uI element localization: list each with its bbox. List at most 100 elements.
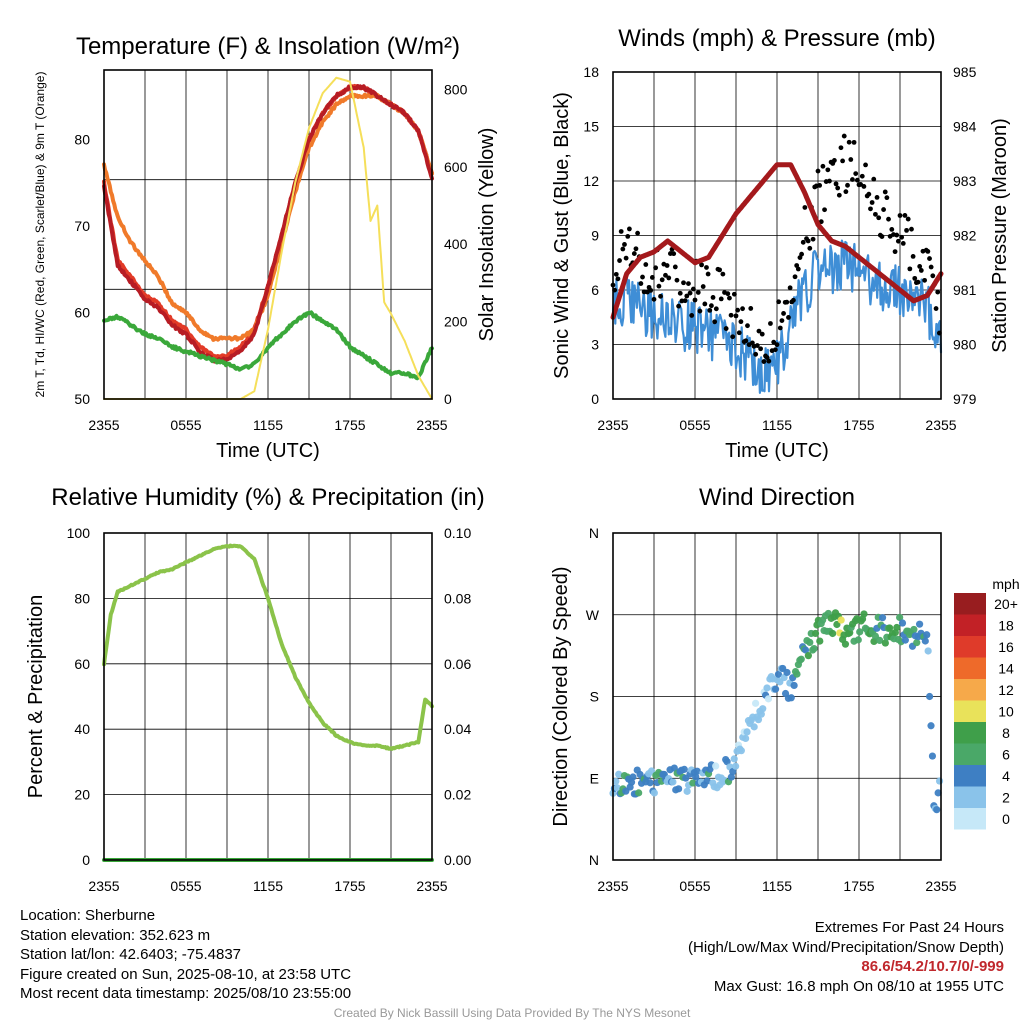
direction-point — [774, 670, 783, 678]
x-tick-label: 1155 — [253, 878, 283, 894]
direction-point — [854, 636, 862, 644]
colorbar-swatch — [954, 679, 986, 701]
y-tick-label: 18 — [583, 64, 599, 80]
max-gust-text: Max Gust: 16.8 mph On 08/10 at 1955 UTC — [713, 977, 1004, 995]
direction-point — [913, 639, 921, 647]
direction-point — [754, 716, 763, 724]
gust-point — [776, 299, 782, 305]
y-tick-label: 0 — [591, 391, 599, 407]
colorbar-tick: 18 — [998, 618, 1014, 634]
gust-point — [781, 311, 786, 316]
gust-point — [810, 236, 816, 242]
speed-colorbar: mph 0 2 4 6 8 10 12 14 16 18 20+ — [954, 576, 1020, 830]
gust-point — [895, 238, 901, 244]
direction-point — [816, 637, 824, 645]
gust-point — [894, 232, 900, 238]
y2-tick-label: 0.00 — [444, 852, 471, 868]
gust-point — [766, 358, 772, 364]
gust-point — [754, 343, 760, 348]
direction-point — [613, 784, 621, 792]
gust-point — [787, 285, 793, 291]
gust-point — [904, 227, 909, 233]
elevation-text: Station elevation: 352.623 m — [20, 926, 211, 944]
direction-point — [928, 752, 937, 760]
colorbar-tick: 16 — [998, 639, 1014, 655]
gust-point — [845, 182, 850, 188]
direction-point — [806, 638, 814, 647]
gust-point — [761, 359, 767, 364]
y2-tick-label: 400 — [444, 236, 468, 252]
gust-point — [915, 279, 921, 285]
direction-point — [886, 624, 894, 632]
gust-point — [768, 321, 773, 326]
direction-point — [901, 636, 909, 644]
gust-point — [784, 299, 790, 305]
gust-point — [805, 238, 811, 244]
gust-point — [869, 200, 875, 205]
y-tick-label: 100 — [67, 525, 91, 541]
gust-point — [620, 246, 626, 252]
gust-point — [879, 234, 885, 239]
gust-point — [779, 318, 785, 323]
gust-point — [720, 271, 726, 277]
y-tick-label: E — [590, 770, 599, 786]
direction-point — [797, 655, 805, 663]
colorbar-tick: 6 — [1002, 747, 1010, 763]
direction-point — [925, 692, 934, 701]
y-axis-label: 2m T, Td, HI/WC (Red, Green, Scarlet/Blu… — [33, 72, 47, 398]
direction-point — [793, 670, 801, 678]
extremes-values: 86.6/54.2/10.7/0/-999 — [861, 958, 1004, 975]
x-tick-label: 1155 — [762, 417, 792, 433]
y2-tick-label: 600 — [444, 159, 468, 175]
direction-point — [764, 695, 773, 703]
y2-tick-label: 984 — [953, 119, 977, 135]
y2-tick-label: 0.08 — [444, 590, 471, 606]
direction-point — [757, 710, 765, 718]
gust-point — [738, 319, 744, 325]
gust-point — [663, 272, 668, 278]
gust-point — [795, 266, 801, 272]
direction-point — [837, 616, 845, 624]
direction-point — [712, 762, 720, 770]
y2-tick-label: 982 — [953, 228, 977, 244]
gust-point — [656, 283, 662, 289]
gust-point — [756, 328, 762, 334]
gust-point — [700, 284, 706, 289]
gust-point — [718, 296, 724, 302]
gust-point — [699, 262, 704, 268]
y-tick-label: 3 — [591, 337, 599, 353]
gust-point — [873, 211, 878, 217]
y2-tick-label: 800 — [444, 81, 468, 97]
gust-point — [918, 268, 924, 273]
gust-point — [882, 189, 888, 195]
gust-point — [772, 347, 778, 353]
gust-point — [705, 271, 711, 277]
extremes-description: (High/Low/Max Wind/Precipitation/Snow De… — [688, 938, 1004, 956]
direction-point — [893, 623, 901, 632]
gust-point — [777, 325, 783, 331]
colorbar-swatch — [954, 657, 986, 679]
gust-point — [627, 226, 632, 232]
colorbar-swatch — [954, 593, 986, 615]
y2-tick-label: 0 — [444, 391, 452, 407]
chart-panel-4: Wind Direction mph 0 2 4 6 8 10 12 14 16 18 20+ 2355 0… — [550, 484, 1020, 894]
gust-point — [740, 306, 745, 312]
gust-point — [713, 306, 719, 312]
direction-point — [856, 628, 864, 636]
x-tick-label: 2355 — [416, 417, 447, 433]
x-axis-label: Time (UTC) — [216, 440, 320, 462]
direction-point — [811, 629, 820, 638]
gust-point — [799, 251, 804, 257]
gust-point — [905, 216, 911, 222]
direction-point — [675, 785, 683, 793]
gust-point — [704, 265, 709, 270]
x-tick-label: 2355 — [925, 878, 956, 894]
gust-point — [659, 277, 665, 283]
y2-tick-label: 200 — [444, 314, 468, 330]
gust-point — [623, 255, 629, 261]
colorbar-tick: 2 — [1002, 790, 1010, 806]
y-tick-label: 80 — [74, 131, 90, 147]
gust-point — [728, 312, 734, 318]
colorbar-swatch — [954, 743, 986, 765]
x-tick-label: 0555 — [170, 878, 201, 894]
